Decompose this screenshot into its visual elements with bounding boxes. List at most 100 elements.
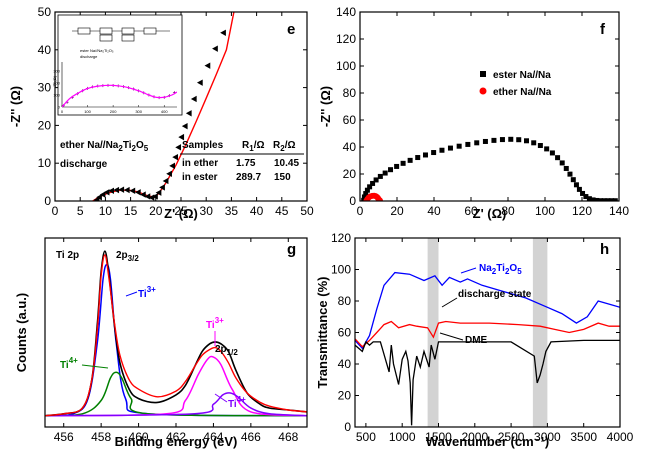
- inset-legend-e: discharge: [80, 54, 98, 59]
- x-tick-label-g: 460: [129, 430, 149, 444]
- data-point-ester: [586, 196, 592, 201]
- data-point-ester: [364, 187, 370, 193]
- data-point-e: [155, 189, 162, 196]
- circuit-element: [99, 27, 113, 35]
- inset-y-tick-label: 100: [53, 93, 60, 98]
- subscript-e: 1: [249, 144, 254, 153]
- label-text-g: Ti: [228, 399, 237, 410]
- label-ti4-a: Ti4+: [60, 356, 78, 371]
- data-point-ester: [400, 160, 406, 166]
- subscript-e: 5: [144, 144, 149, 153]
- data-point-ester: [422, 152, 428, 158]
- y-tick-label-f: 140: [336, 5, 356, 19]
- data-point-ester: [370, 180, 376, 186]
- data-point-e: [204, 62, 211, 69]
- y-tick-label-h: 80: [338, 294, 352, 308]
- data-point-ester: [394, 163, 400, 169]
- data-point-ester: [594, 197, 600, 201]
- series-line-h: [355, 271, 620, 350]
- data-point-e: [129, 187, 136, 194]
- x-tick-label-g: 468: [278, 430, 298, 444]
- table-header-text-e: /Ω: [285, 140, 296, 151]
- label-ti2p: Ti 2p: [56, 250, 79, 261]
- y-tick-label-f: 20: [343, 167, 357, 181]
- data-point-e: [118, 186, 125, 193]
- label-dme: DME: [465, 335, 488, 346]
- y-tick-label-h: 60: [338, 326, 352, 340]
- table-header-text-e: R: [273, 140, 281, 151]
- x-tick-label-g: 462: [166, 430, 186, 444]
- x-tick-label-e: 10: [99, 204, 113, 218]
- data-point-e: [196, 79, 203, 86]
- legend-label-ester: ester Na//Na: [493, 70, 551, 81]
- y-axis-label-f: -Z'' (Ω): [318, 86, 333, 127]
- label-2p1-2: 2p1/2: [215, 344, 238, 357]
- label-ti3-b: Ti3+: [206, 316, 224, 331]
- data-point-e: [220, 29, 226, 36]
- x-tick-label-e: 40: [250, 204, 264, 218]
- y-tick-label-e: 10: [38, 156, 52, 170]
- y-tick-label-h: 40: [338, 357, 352, 371]
- x-tick-label-e: 20: [149, 204, 163, 218]
- label-na2ti2o5: Na2Ti2O5: [479, 263, 522, 276]
- data-point-ester: [590, 197, 596, 201]
- superscript-g: 3+: [147, 285, 156, 294]
- label-text-g: Ti: [138, 289, 147, 300]
- x-tick-label-g: 456: [54, 430, 74, 444]
- subscript-g: 3/2: [128, 254, 140, 263]
- table-header-text-e: R: [242, 140, 250, 151]
- data-point-ester: [363, 191, 369, 197]
- inset-fit-line: [62, 84, 177, 107]
- annotation-text-e: Ti: [123, 140, 132, 151]
- subscript-h: 5: [517, 267, 522, 276]
- data-point-e: [140, 191, 146, 198]
- data-point-ester: [549, 150, 555, 156]
- inset-x-tick-label: 400: [161, 109, 168, 114]
- data-point-ester: [544, 146, 550, 152]
- data-point-e: [96, 194, 102, 201]
- label-text-h: Ti: [496, 263, 505, 274]
- data-point-e: [166, 170, 172, 177]
- table-cell-e: 1.75: [236, 158, 256, 169]
- x-tick-label-f: 60: [464, 204, 478, 218]
- plot-frame-f: [359, 11, 620, 202]
- plot-frame-g: [44, 237, 308, 428]
- plot-area-g: [45, 250, 307, 417]
- data-point-ester: [516, 137, 522, 143]
- label-ti3-a: Ti3+: [138, 285, 156, 300]
- data-point-e: [172, 153, 179, 161]
- pointer-ti4-a: [81, 364, 109, 369]
- inset-y-tick-label: 200: [53, 81, 60, 86]
- data-point-ester: [407, 157, 413, 163]
- x-tick-label-e: 50: [300, 204, 314, 218]
- table-header-e: R2/Ω: [273, 140, 295, 153]
- circuit-element: [121, 34, 135, 42]
- y-tick-label-h: 20: [338, 389, 352, 403]
- x-tick-label-g: 466: [241, 430, 261, 444]
- data-point-ester: [605, 198, 611, 201]
- inset-legend-text-e: ester Na//Na₂Ti₂O₅: [80, 48, 114, 53]
- x-tick-label-e: 35: [225, 204, 239, 218]
- y-tick-label-f: 40: [343, 140, 357, 154]
- annotation-state-e: discharge: [60, 159, 108, 170]
- shaded-band: [532, 238, 548, 427]
- legend-marker-ether: [479, 87, 487, 95]
- equivalent-circuit-e: [72, 27, 170, 42]
- table-header-text-e: /Ω: [254, 140, 265, 151]
- x-tick-label-f: 100: [535, 204, 555, 218]
- label-discharge-state: discharge state: [458, 289, 532, 300]
- data-point-e: [175, 144, 182, 151]
- y-tick-label-f: 60: [343, 113, 357, 127]
- y-axis-label-g: Counts (a.u.): [14, 293, 29, 372]
- table-cell-e: in ester: [182, 172, 218, 183]
- y-tick-label-e: 30: [38, 81, 52, 95]
- superscript-g: 4+: [69, 356, 78, 365]
- data-point-ester: [570, 177, 576, 183]
- x-tick-label-f: 140: [609, 204, 629, 218]
- data-point-ester: [598, 198, 603, 201]
- label-ti4-b: Ti4+: [228, 395, 246, 410]
- data-point-e: [103, 189, 110, 196]
- y-tick-label-h: 0: [344, 420, 351, 434]
- data-point-e: [181, 122, 188, 130]
- series-line-envelope: [45, 254, 307, 417]
